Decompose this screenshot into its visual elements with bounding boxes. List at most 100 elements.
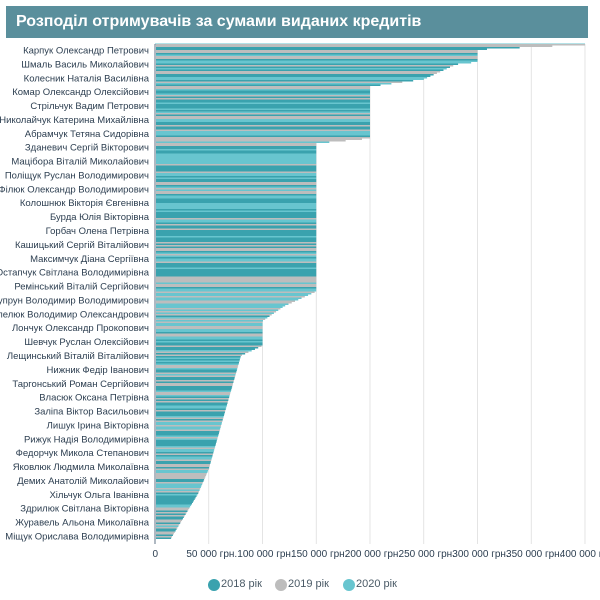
bar: [156, 530, 176, 532]
recipient-label: Таргонський Роман Сергійович: [12, 379, 149, 390]
bar: [156, 320, 264, 322]
recipient-label: Філюк Олександр Володимирович: [0, 184, 149, 195]
bar: [156, 378, 235, 380]
bar: [156, 59, 478, 61]
bar: [156, 519, 183, 521]
recipient-label: Поліщук Руслан Володимирович: [5, 170, 149, 181]
bar: [156, 149, 317, 151]
bar: [156, 128, 370, 130]
bar: [156, 414, 225, 416]
recipient-label: Хільчук Ольга Іванівна: [49, 490, 149, 501]
bar: [156, 516, 184, 518]
bar: [156, 335, 263, 337]
recipient-label: Шепелюк Володимир Олександрович: [0, 309, 149, 320]
bar: [156, 261, 317, 263]
recipient-label: Яковлюк Людмила Миколаївна: [13, 462, 150, 473]
bar: [156, 47, 520, 49]
bar: [156, 395, 230, 397]
bar: [156, 260, 317, 262]
bar: [156, 366, 238, 368]
bar: [156, 443, 216, 445]
recipient-label: Остапчук Світлана Володимирівна: [0, 268, 150, 279]
bar: [156, 287, 317, 289]
recipient-label: Лещинський Віталій Віталійович: [7, 351, 149, 362]
recipient-label: Супрун Володимир Володимирович: [0, 295, 149, 306]
bar: [156, 158, 317, 160]
bar: [156, 45, 553, 47]
bar: [156, 497, 196, 499]
bar: [156, 296, 305, 298]
bar: [156, 512, 187, 514]
bar: [156, 83, 392, 85]
recipient-label: Демих Анатолій Миколайович: [17, 476, 149, 487]
bar: [156, 254, 317, 256]
bar: [156, 62, 472, 64]
bar: [156, 419, 223, 421]
bar: [156, 44, 585, 46]
bar: [156, 531, 175, 533]
bar: [156, 129, 370, 131]
bar: [156, 360, 240, 362]
recipient-label: Заліпа Віктор Васильович: [34, 407, 149, 418]
bar: [156, 173, 317, 175]
bar: [156, 218, 317, 220]
bar: [156, 500, 194, 502]
bar: [156, 416, 224, 418]
x-tick-label: 100 000 грн.: [237, 549, 293, 560]
bar: [156, 386, 233, 388]
bar: [156, 93, 370, 95]
bar: [156, 318, 266, 320]
bar: [156, 350, 252, 352]
bar: [156, 515, 185, 517]
bar: [156, 506, 191, 508]
bar: [156, 207, 317, 209]
bar: [156, 450, 214, 452]
bar: [156, 402, 228, 404]
bar: [156, 180, 317, 182]
bar: [156, 426, 221, 428]
bar: [156, 230, 317, 232]
bar: [156, 297, 302, 299]
bar: [156, 263, 317, 265]
bar: [156, 257, 317, 259]
bar: [156, 294, 309, 296]
bar: [156, 452, 214, 454]
recipient-label: Кашицький Сергій Віталійович: [15, 240, 149, 251]
recipient-label: Федорчук Микола Степанович: [16, 448, 149, 459]
bar: [156, 176, 317, 178]
bar: [156, 339, 263, 341]
bar: [156, 501, 193, 503]
bar: [156, 249, 317, 251]
bar: [156, 152, 317, 154]
recipient-label: Абрамчук Тетяна Сидорівна: [25, 129, 150, 140]
bar: [156, 200, 317, 202]
bar: [156, 306, 283, 308]
bar: [156, 66, 450, 68]
bar: [156, 267, 317, 269]
bar: [156, 504, 192, 506]
bar: [156, 377, 235, 379]
bar: [156, 446, 216, 448]
bar: [156, 498, 195, 500]
bar: [156, 311, 277, 313]
bar: [156, 288, 317, 290]
bar: [156, 438, 218, 440]
bar: [156, 197, 317, 199]
bar: [156, 188, 317, 190]
bar: [156, 245, 317, 247]
bar: [156, 110, 370, 112]
bar: [156, 341, 263, 343]
bar: [156, 342, 263, 344]
bar: [156, 255, 317, 257]
bar: [156, 92, 370, 94]
recipient-label: Колесник Наталія Василівна: [24, 73, 150, 84]
bar: [156, 429, 220, 431]
bar: [156, 324, 263, 326]
legend-2019-dot: [275, 579, 287, 591]
x-tick-label: 200 000 грн.: [345, 549, 401, 560]
legend-2019-label: 2019 рік: [288, 578, 329, 590]
bar: [156, 399, 229, 401]
bar: [156, 243, 317, 245]
bar: [156, 338, 263, 340]
bar: [156, 326, 263, 328]
